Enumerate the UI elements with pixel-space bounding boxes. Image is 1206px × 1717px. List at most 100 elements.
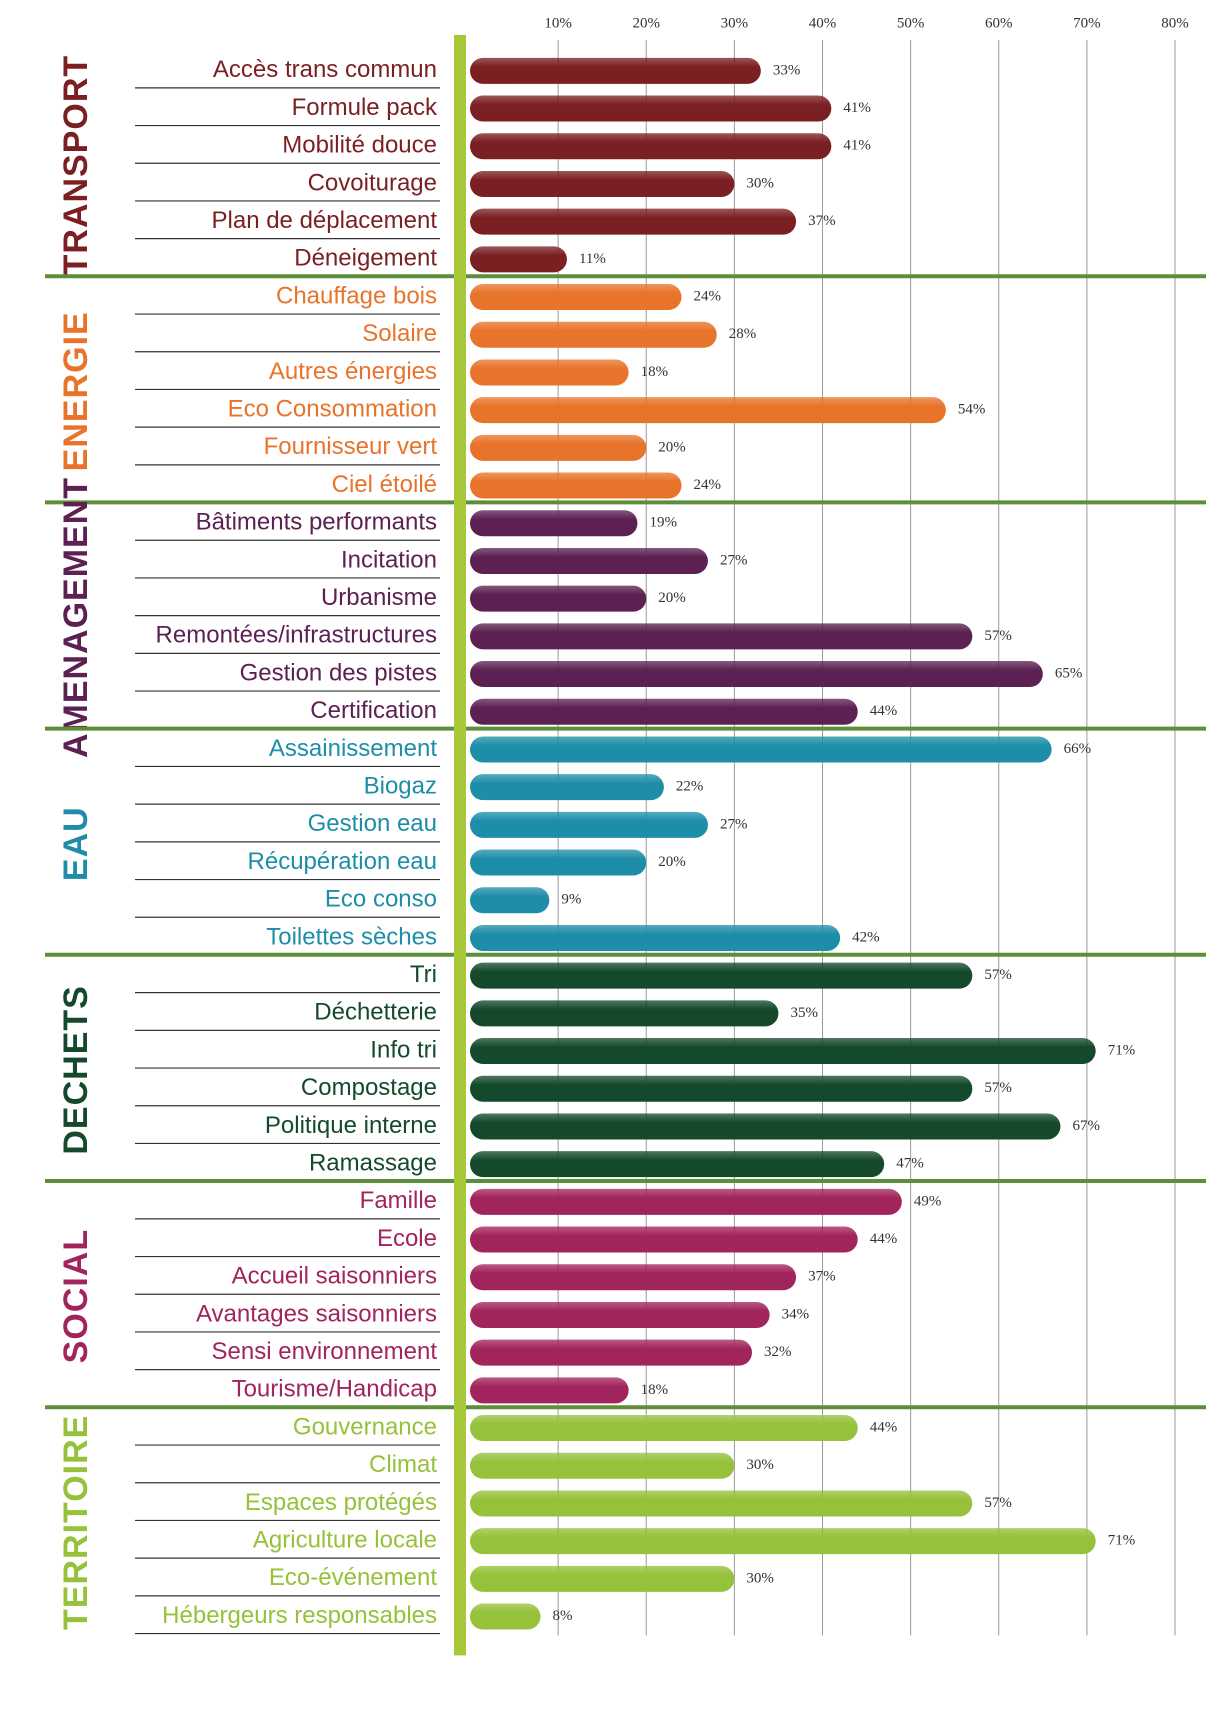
bar (470, 1302, 770, 1328)
bar (470, 246, 567, 272)
category-label: Gouvernance (293, 1413, 437, 1440)
category-label: Espaces protégés (245, 1489, 437, 1516)
x-tick-label: 20% (633, 15, 661, 31)
value-label: 57% (984, 967, 1012, 983)
x-tick-label: 80% (1161, 15, 1189, 31)
value-label: 57% (984, 1080, 1012, 1096)
category-label: Mobilité douce (282, 132, 437, 159)
value-label: 47% (896, 1156, 924, 1172)
bar (470, 171, 734, 197)
value-label: 19% (649, 515, 677, 531)
bar (470, 510, 637, 536)
value-label: 34% (782, 1306, 810, 1322)
bar (470, 1264, 796, 1290)
value-label: 30% (746, 1570, 774, 1586)
value-label: 18% (641, 1382, 669, 1398)
category-label: Déchetterie (314, 999, 437, 1026)
bar (470, 1000, 778, 1026)
value-label: 18% (641, 364, 669, 380)
bar (470, 1151, 884, 1177)
category-label: Avantages saisonniers (196, 1300, 437, 1327)
category-label: Eco-événement (269, 1564, 437, 1591)
chart: 10%20%30%40%50%60%70%80%TRANSPORTAccès t… (0, 0, 1206, 1717)
category-label: Sensi environnement (212, 1338, 438, 1365)
axis-bar (454, 35, 466, 1655)
group-title: SOCIAL (57, 1229, 95, 1363)
value-label: 44% (870, 1419, 898, 1435)
category-label: Autres énergies (269, 358, 437, 385)
bar (470, 473, 682, 499)
bar (470, 1604, 541, 1630)
bar (470, 586, 646, 612)
value-label: 33% (773, 62, 801, 78)
category-label: Ciel étoilé (332, 471, 437, 498)
category-label: Certification (310, 697, 437, 724)
bar (470, 812, 708, 838)
bar (470, 1490, 972, 1516)
bar (470, 1113, 1060, 1139)
category-label: Agriculture locale (253, 1526, 437, 1553)
bar (470, 359, 629, 385)
category-label: Gestion eau (308, 810, 437, 837)
group-title: AMENAGEMENT (57, 477, 95, 758)
value-label: 28% (729, 326, 757, 342)
bar (470, 963, 972, 989)
category-label: Accès trans commun (213, 56, 437, 83)
value-label: 71% (1108, 1042, 1136, 1058)
value-label: 65% (1055, 665, 1083, 681)
category-label: Toilettes sèches (266, 923, 437, 950)
group-title: DECHETS (57, 985, 95, 1154)
value-label: 71% (1108, 1533, 1136, 1549)
group-title: ENERGIE (57, 311, 95, 471)
category-label: Eco conso (325, 886, 437, 913)
category-label: Urbanisme (321, 584, 437, 611)
bar (470, 1076, 972, 1102)
category-label: Chauffage bois (276, 282, 437, 309)
category-label: Tri (410, 961, 437, 988)
group-title: TRANSPORT (57, 55, 95, 276)
value-label: 22% (676, 779, 704, 795)
bar (470, 548, 708, 574)
value-label: 27% (720, 816, 748, 832)
value-label: 67% (1072, 1118, 1100, 1134)
bar (470, 209, 796, 235)
bar (470, 322, 717, 348)
bar (470, 1528, 1096, 1554)
category-label: Info tri (370, 1036, 437, 1063)
value-label: 30% (746, 1457, 774, 1473)
bar (470, 623, 972, 649)
category-label: Gestion des pistes (240, 659, 437, 686)
x-tick-label: 50% (897, 15, 925, 31)
bar (470, 96, 831, 122)
bar (470, 1189, 902, 1215)
x-tick-label: 40% (809, 15, 837, 31)
value-label: 8% (553, 1608, 573, 1624)
group-title: TERRITOIRE (57, 1415, 95, 1630)
bar (470, 1377, 629, 1403)
value-label: 35% (790, 1005, 818, 1021)
value-label: 44% (870, 1231, 898, 1247)
category-label: Remontées/infrastructures (156, 622, 437, 649)
category-label: Accueil saisonniers (232, 1263, 437, 1290)
bar (470, 774, 664, 800)
category-label: Solaire (362, 320, 437, 347)
category-label: Assainissement (269, 735, 437, 762)
bar (470, 397, 946, 423)
value-label: 57% (984, 628, 1012, 644)
bar (470, 736, 1052, 762)
bar (470, 133, 831, 159)
value-label: 49% (914, 1193, 942, 1209)
bar (470, 1340, 752, 1366)
x-tick-label: 60% (985, 15, 1013, 31)
value-label: 20% (658, 854, 686, 870)
category-label: Famille (360, 1187, 437, 1214)
bar (470, 699, 858, 725)
category-label: Récupération eau (248, 848, 437, 875)
value-label: 9% (561, 892, 581, 908)
category-label: Compostage (301, 1074, 437, 1101)
value-label: 20% (658, 439, 686, 455)
category-label: Incitation (341, 546, 437, 573)
category-label: Déneigement (294, 245, 437, 272)
value-label: 11% (579, 251, 606, 267)
value-label: 27% (720, 552, 748, 568)
